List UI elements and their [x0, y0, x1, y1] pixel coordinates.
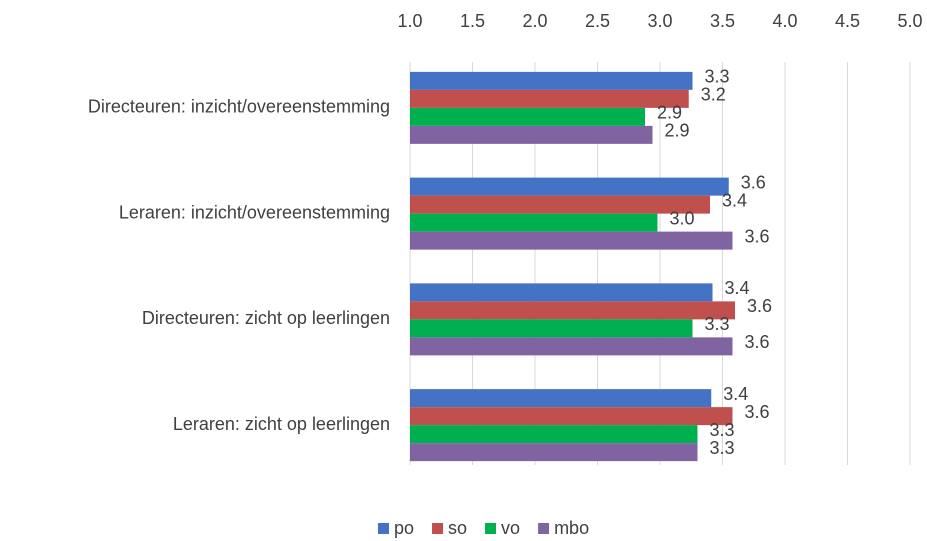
data-label: 3.3 [705, 67, 730, 87]
y-tick-label: Directeuren: inzicht/overeenstemming [88, 97, 390, 117]
bar [410, 71, 693, 90]
bar [410, 337, 733, 356]
data-label: 3.3 [710, 438, 735, 458]
data-label: 3.4 [725, 278, 750, 298]
x-tick-label: 5.0 [897, 11, 922, 31]
legend-swatch [378, 523, 389, 534]
data-label: 3.3 [705, 314, 730, 334]
bar [410, 213, 658, 232]
bar [410, 319, 693, 338]
y-tick-label: Leraren: zicht op leerlingen [173, 414, 390, 434]
bar [410, 195, 710, 214]
y-tick-label: Directeuren: zicht op leerlingen [142, 308, 390, 328]
y-tick-label: Leraren: inzicht/overeenstemming [119, 202, 390, 222]
data-label: 3.3 [710, 420, 735, 440]
data-label: 3.6 [745, 226, 770, 246]
x-tick-label: 1.0 [397, 11, 422, 31]
x-tick-label: 4.5 [835, 11, 860, 31]
bar [410, 125, 653, 144]
legend-label: so [448, 518, 467, 538]
x-tick-label: 2.0 [522, 11, 547, 31]
x-tick-label: 4.0 [772, 11, 797, 31]
bar [410, 283, 713, 302]
bar [410, 231, 733, 250]
legend-label: mbo [554, 518, 589, 538]
data-label: 2.9 [657, 103, 682, 123]
legend-swatch [538, 523, 550, 534]
data-label: 3.4 [722, 190, 747, 210]
bar [410, 407, 733, 426]
bar [410, 301, 735, 320]
data-label: 3.0 [670, 208, 695, 228]
bar [410, 89, 689, 108]
bar [410, 177, 729, 196]
legend-label: vo [501, 518, 520, 538]
data-label: 3.6 [745, 402, 770, 422]
legend-swatch [432, 523, 444, 534]
data-label: 3.4 [723, 384, 748, 404]
data-label: 3.6 [741, 172, 766, 192]
x-tick-label: 3.0 [647, 11, 672, 31]
data-label: 3.2 [701, 85, 726, 105]
bar [410, 443, 698, 462]
x-tick-label: 3.5 [710, 11, 735, 31]
data-label: 3.6 [747, 296, 772, 316]
legend-label: po [394, 518, 414, 538]
bar [410, 389, 712, 408]
bar [410, 107, 645, 126]
x-tick-label: 2.5 [585, 11, 610, 31]
legend-swatch [485, 523, 497, 534]
bar [410, 425, 698, 444]
data-label: 3.6 [745, 332, 770, 352]
x-tick-label: 1.5 [460, 11, 485, 31]
data-label: 2.9 [665, 121, 690, 141]
